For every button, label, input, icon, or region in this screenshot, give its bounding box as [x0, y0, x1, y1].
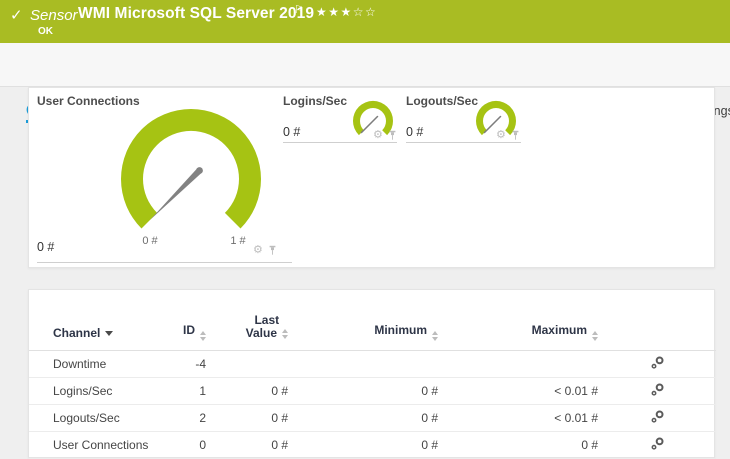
sort-icon: [282, 329, 288, 339]
gauge-needle: [483, 115, 502, 134]
channel-maximum: [438, 350, 598, 378]
column-header-last-value[interactable]: Last Value: [206, 290, 288, 351]
column-label: Value: [245, 325, 277, 340]
gauge-needle: [150, 168, 202, 220]
gear-icon[interactable]: ⚙: [373, 129, 383, 141]
priority-stars[interactable]: ★★★☆☆: [316, 5, 377, 19]
channel-last-value: 0 #: [206, 404, 288, 432]
channel-minimum: 0 #: [288, 377, 438, 405]
column-header-actions: [598, 290, 716, 351]
gauge-toolbar: ⚙: [496, 130, 520, 141]
table-row-logins[interactable]: Logins/Sec 1 0 # 0 # < 0.01 #: [29, 377, 716, 405]
gauge-divider: [37, 262, 292, 263]
channel-maximum: 0 #: [438, 431, 598, 459]
column-header-id[interactable]: ID: [163, 290, 206, 351]
channel-name: User Connections: [29, 431, 163, 459]
column-label: ID: [183, 322, 195, 337]
channel-maximum: < 0.01 #: [438, 404, 598, 432]
channel-maximum: < 0.01 #: [438, 377, 598, 405]
gauge-value-logins: 0 #: [283, 125, 301, 139]
column-header-channel[interactable]: Channel: [29, 290, 163, 351]
logins-gauge: [353, 100, 393, 136]
column-label: Last: [254, 312, 280, 327]
sensor-title: WMI Microsoft SQL Server 2019: [78, 5, 315, 22]
gauge-scale-max: 1 #: [230, 235, 246, 247]
pin-icon[interactable]: [388, 130, 397, 141]
table-header-row: Channel ID Last Value Minimum Maximum: [29, 290, 716, 351]
column-header-minimum[interactable]: Minimum: [288, 290, 438, 351]
gauge-needle: [360, 115, 379, 134]
channels-table: Channel ID Last Value Minimum Maximum D: [29, 290, 716, 459]
priority-flag-icon[interactable]: ⚐: [294, 4, 304, 16]
channel-minimum: 0 #: [288, 431, 438, 459]
channel-last-value: 0 #: [206, 377, 288, 405]
channel-name: Logins/Sec: [29, 377, 163, 405]
sensor-status-bar: ✓ Sensor WMI Microsoft SQL Server 2019 ⚐…: [0, 0, 730, 43]
channel-settings-wrench-icon[interactable]: [651, 383, 664, 396]
channel-id: -4: [163, 350, 206, 378]
channel-settings-wrench-icon[interactable]: [651, 410, 664, 423]
gauge-value-user-connections: 0 #: [37, 240, 55, 254]
user-connections-gauge: [121, 109, 261, 229]
sort-desc-icon: [105, 330, 114, 336]
channel-minimum: [288, 350, 438, 378]
sort-icon: [200, 330, 206, 341]
channel-settings-wrench-icon[interactable]: [651, 437, 664, 450]
table-row-user-connections[interactable]: User Connections 0 0 # 0 # 0 #: [29, 431, 716, 459]
gauge-title-user-connections: User Connections: [37, 94, 140, 108]
channel-name: Downtime: [29, 350, 163, 378]
channel-minimum: 0 #: [288, 404, 438, 432]
tab-bar: Overview Live Data 2 days 30 days 365 da…: [0, 43, 730, 123]
gauge-title-logouts: Logouts/Sec: [406, 94, 479, 108]
gauge-divider: [283, 142, 397, 143]
channel-id: 1: [163, 377, 206, 405]
stars-filled[interactable]: ★★★: [316, 5, 353, 19]
gear-icon[interactable]: ⚙: [253, 244, 263, 256]
channel-name: Logouts/Sec: [29, 404, 163, 432]
gauge-toolbar: ⚙: [373, 130, 397, 141]
column-label: Minimum: [374, 322, 427, 337]
column-label: Channel: [53, 325, 101, 340]
status-check-icon: ✓: [10, 7, 23, 24]
gauge-divider: [406, 142, 521, 143]
logouts-gauge: [476, 100, 516, 136]
channel-id: 0: [163, 431, 206, 459]
gauges-panel: User Connections 0 # 1 # 0 # ⚙ Logins/Se…: [28, 87, 715, 268]
channel-last-value: [206, 350, 288, 378]
channels-panel: Channel ID Last Value Minimum Maximum D: [28, 289, 716, 459]
sort-icon: [432, 330, 438, 341]
gauge-value-logouts: 0 #: [406, 125, 424, 139]
table-row-downtime[interactable]: Downtime -4: [29, 350, 716, 378]
channel-id: 2: [163, 404, 206, 432]
table-row-logouts[interactable]: Logouts/Sec 2 0 # 0 # < 0.01 #: [29, 404, 716, 432]
column-header-maximum[interactable]: Maximum: [438, 290, 598, 351]
channel-last-value: 0 #: [206, 431, 288, 459]
gear-icon[interactable]: ⚙: [496, 129, 506, 141]
gauge-toolbar: ⚙: [253, 245, 277, 256]
pin-icon[interactable]: [268, 245, 277, 256]
pin-icon[interactable]: [511, 130, 520, 141]
stars-empty[interactable]: ☆☆: [352, 5, 378, 19]
sensor-kind-label: Sensor: [30, 7, 78, 24]
channel-settings-wrench-icon[interactable]: [651, 356, 664, 369]
sort-icon: [592, 330, 598, 341]
gauge-title-logins: Logins/Sec: [283, 94, 348, 108]
gauge-scale-min: 0 #: [142, 235, 158, 247]
column-label: Maximum: [531, 322, 587, 337]
sensor-status-text: OK: [38, 26, 53, 37]
